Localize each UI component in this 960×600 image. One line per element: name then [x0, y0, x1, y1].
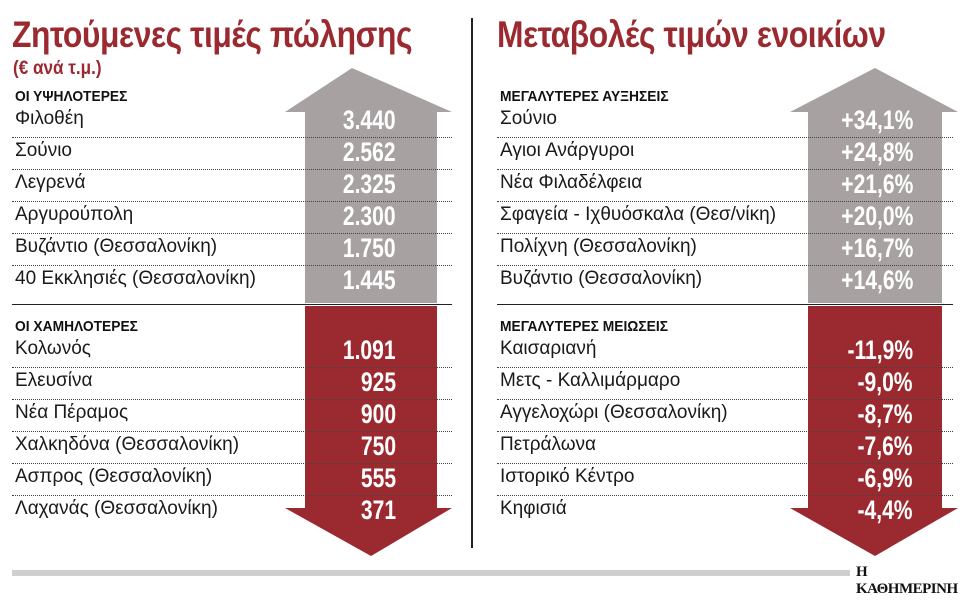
row-name: Αργυρούπολη — [15, 204, 134, 225]
section-header: ΜΕΓΑΛΥΤΕΡΕΣ ΜΕΙΩΣΕΙΣ — [500, 318, 668, 335]
table-row: 40 Εκκλησιές (Θεσσαλονίκη) 1.445 — [12, 265, 452, 297]
row-value: +34,1% — [840, 105, 913, 135]
row-name: Αγιοι Ανάργυροι — [500, 140, 635, 161]
row-name: Ασπρος (Θεσσαλονίκη) — [15, 466, 213, 487]
right-title: Μεταβολές τιμών ενοικίων — [497, 14, 886, 55]
row-value: -6,9% — [857, 463, 913, 493]
left-subtitle: (€ ανά τ.μ.) — [13, 58, 102, 79]
row-name: Πετράλωνα — [500, 434, 597, 455]
left-up-arrow-icon — [285, 68, 452, 303]
row-value: 925 — [360, 367, 396, 397]
section-header: ΟΙ ΧΑΜΗΛΟΤΕΡΕΣ — [15, 318, 138, 335]
row-value: -4,4% — [857, 495, 913, 525]
table-row: Νέα Φιλαδέλφεια +21,6% — [497, 169, 953, 202]
row-name: Σούνιο — [500, 108, 557, 129]
table-row: Αργυρούπολη 2.300 — [12, 201, 452, 234]
row-value: 900 — [360, 399, 396, 429]
row-name: Χαλκηδόνα (Θεσσαλονίκη) — [15, 434, 240, 455]
row-name: Αγγελοχώρι (Θεσσαλονίκη) — [500, 402, 728, 423]
table-row: Ελευσίνα 925 — [12, 367, 452, 400]
row-value: 3.440 — [343, 105, 396, 135]
section-divider — [12, 304, 452, 305]
footer-bar — [12, 570, 850, 576]
table-row: Αγιοι Ανάργυροι +24,8% — [497, 137, 953, 170]
table-row: Χαλκηδόνα (Θεσσαλονίκη) 750 — [12, 431, 452, 464]
row-name: Νέα Πέραμος — [15, 402, 129, 423]
row-name: Λεγρενά — [15, 172, 86, 193]
table-row: Νέα Πέραμος 900 — [12, 399, 452, 432]
table-row: Πετράλωνα -7,6% — [497, 431, 953, 464]
row-value: +21,6% — [840, 169, 913, 199]
row-name: Καισαριανή — [500, 338, 597, 359]
row-name: 40 Εκκλησιές (Θεσσαλονίκη) — [15, 268, 256, 289]
section-header: ΜΕΓΑΛΥΤΕΡΕΣ ΑΥΞΗΣΕΙΣ — [500, 88, 669, 105]
table-row: Σούνιο +34,1% — [497, 105, 953, 138]
row-name: Σούνιο — [15, 140, 72, 161]
row-value: 1.091 — [343, 335, 396, 365]
table-row: Αγγελοχώρι (Θεσσαλονίκη) -8,7% — [497, 399, 953, 432]
right-up-arrow-icon — [790, 68, 958, 303]
row-value: -7,6% — [857, 431, 913, 461]
row-value: -9,0% — [857, 367, 913, 397]
table-row: Καισαριανή -11,9% — [497, 335, 953, 368]
table-row: Πολίχνη (Θεσσαλονίκη) +16,7% — [497, 233, 953, 266]
row-name: Νέα Φιλαδέλφεια — [500, 172, 643, 193]
table-row: Φιλοθέη 3.440 — [12, 105, 452, 138]
row-name: Βυζάντιο (Θεσσαλονίκη) — [500, 268, 703, 289]
table-row: Ιστορικό Κέντρο -6,9% — [497, 463, 953, 496]
row-value: 2.300 — [343, 201, 396, 231]
brand-logo: Η ΚΑΘΗΜΕΡΙΝΗ — [856, 564, 958, 597]
table-row: Βυζάντιο (Θεσσαλονίκη) +14,6% — [497, 265, 953, 297]
row-value: +14,6% — [840, 265, 913, 295]
left-title: Ζητούμενες τιμές πώλησης — [12, 14, 413, 55]
column-divider — [471, 18, 473, 548]
table-row: Βυζάντιο (Θεσσαλονίκη) 1.750 — [12, 233, 452, 266]
row-value: 2.562 — [343, 137, 396, 167]
row-value: -11,9% — [847, 335, 913, 365]
row-value: 555 — [360, 463, 396, 493]
table-row: Ασπρος (Θεσσαλονίκη) 555 — [12, 463, 452, 496]
table-row: Σφαγεία - Ιχθυόσκαλα (Θεσ/νίκη) +20,0% — [497, 201, 953, 234]
row-value: +24,8% — [840, 137, 913, 167]
row-value: -8,7% — [857, 399, 913, 429]
table-row: Κολωνός 1.091 — [12, 335, 452, 368]
row-name: Ιστορικό Κέντρο — [500, 466, 635, 487]
row-name: Φιλοθέη — [15, 108, 84, 129]
row-value: 371 — [360, 495, 396, 525]
row-name: Πολίχνη (Θεσσαλονίκη) — [500, 236, 697, 257]
row-value: +16,7% — [840, 233, 913, 263]
table-row: Κηφισιά -4,4% — [497, 495, 953, 527]
table-row: Μετς - Καλλιμάρμαρο -9,0% — [497, 367, 953, 400]
row-value: 2.325 — [343, 169, 396, 199]
row-name: Λαχανάς (Θεσσαλονίκη) — [15, 498, 218, 519]
row-name: Ελευσίνα — [15, 370, 93, 391]
table-row: Λεγρενά 2.325 — [12, 169, 452, 202]
row-value: +20,0% — [840, 201, 913, 231]
table-row: Λαχανάς (Θεσσαλονίκη) 371 — [12, 495, 452, 527]
section-divider — [497, 304, 953, 305]
row-name: Σφαγεία - Ιχθυόσκαλα (Θεσ/νίκη) — [500, 204, 777, 225]
row-name: Κολωνός — [15, 338, 91, 359]
row-name: Μετς - Καλλιμάρμαρο — [500, 370, 681, 391]
row-value: 1.750 — [343, 233, 396, 263]
section-header: ΟΙ ΥΨΗΛΟΤΕΡΕΣ — [15, 88, 128, 105]
row-name: Κηφισιά — [500, 498, 567, 519]
table-row: Σούνιο 2.562 — [12, 137, 452, 170]
row-name: Βυζάντιο (Θεσσαλονίκη) — [15, 236, 218, 257]
row-value: 750 — [360, 431, 396, 461]
row-value: 1.445 — [343, 265, 396, 295]
